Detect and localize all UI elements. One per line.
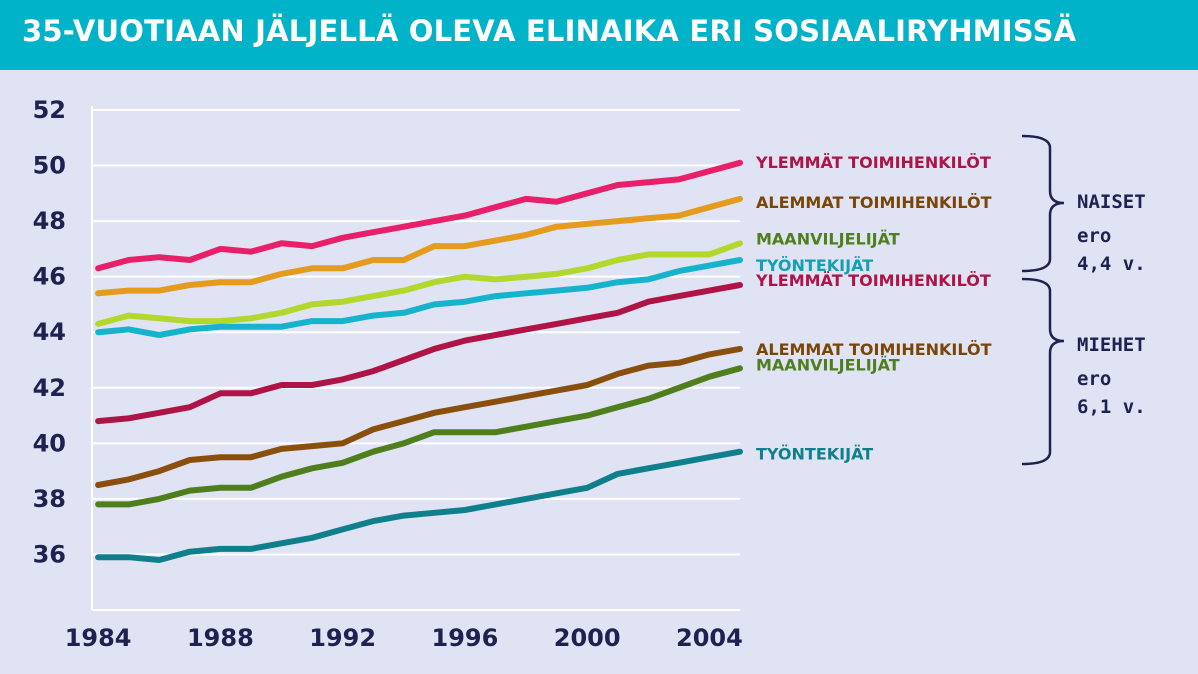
- series-label: ALEMMAT TOIMIHENKILÖT: [756, 340, 992, 359]
- y-tick-label: 40: [33, 429, 66, 457]
- y-tick-label: 38: [33, 485, 66, 513]
- series-line-miehet-7: [95, 448, 743, 563]
- y-tick-label: 44: [33, 318, 66, 346]
- series-line-miehet-4: [95, 282, 743, 425]
- bracket: [1021, 277, 1065, 466]
- y-tick-label: 50: [33, 152, 66, 180]
- group-label: NAISET: [1077, 191, 1146, 213]
- series-label: TYÖNTEKIJÄT: [756, 445, 873, 464]
- series-label: TYÖNTEKIJÄT: [756, 256, 873, 275]
- group-note-ero: ero: [1077, 368, 1111, 390]
- x-tick-label: 1996: [432, 624, 499, 652]
- series-line-naiset-2: [95, 240, 743, 327]
- y-tick-label: 42: [33, 374, 66, 402]
- series-line-naiset-3: [95, 257, 743, 338]
- series-label: YLEMMÄT TOIMIHENKILÖT: [755, 153, 991, 172]
- series-label: MAANVILJELIJÄT: [756, 229, 900, 248]
- title-bar: 35-VUOTIAAN JÄLJELLÄ OLEVA ELINAIKA ERI …: [0, 0, 1198, 70]
- x-tick-label: 2004: [676, 624, 743, 652]
- y-tick-label: 52: [33, 96, 66, 124]
- x-tick-label: 1992: [309, 624, 376, 652]
- x-tick-label: 2000: [554, 624, 621, 652]
- x-tick-label: 1984: [65, 624, 132, 652]
- group-note-value: 4,4 v.: [1077, 253, 1146, 275]
- series-lines: [95, 159, 743, 563]
- series-label: MAANVILJELIJÄT: [756, 355, 900, 374]
- y-tick-label: 36: [33, 540, 66, 568]
- bracket: [1021, 134, 1065, 273]
- tick-labels: 36 38 40 42 44 46 48 50 52 1984 1988 1992 1996 2000 20…: [33, 96, 743, 652]
- series-line-naiset-0: [95, 159, 743, 272]
- x-tick-label: 1988: [187, 624, 254, 652]
- group-note-value: 6,1 v.: [1077, 396, 1146, 418]
- line-chart: 36 38 40 42 44 46 48 50 52 1984 1988 1992 1996 2000 20…: [33, 96, 1146, 652]
- y-tick-label: 46: [33, 263, 66, 291]
- series-label: ALEMMAT TOIMIHENKILÖT: [756, 193, 992, 212]
- series-line-miehet-5: [95, 345, 743, 488]
- series-line-miehet-6: [95, 365, 743, 508]
- series-label: YLEMMÄT TOIMIHENKILÖT: [755, 271, 991, 290]
- axes: [91, 106, 740, 611]
- grid-lines: [92, 109, 740, 556]
- group-label: MIEHET: [1077, 334, 1146, 356]
- series-labels: YLEMMÄT TOIMIHENKILÖT ALEMMAT TOIMIHENKIL…: [755, 153, 992, 464]
- chart-title: 35-VUOTIAAN JÄLJELLÄ OLEVA ELINAIKA ERI …: [22, 14, 1077, 48]
- group-note-ero: ero: [1077, 225, 1111, 247]
- series-line-naiset-1: [95, 195, 743, 297]
- y-tick-label: 48: [33, 207, 66, 235]
- group-brackets: NAISET ero 4,4 v. MIEHET ero 6,1 v.: [1021, 134, 1146, 466]
